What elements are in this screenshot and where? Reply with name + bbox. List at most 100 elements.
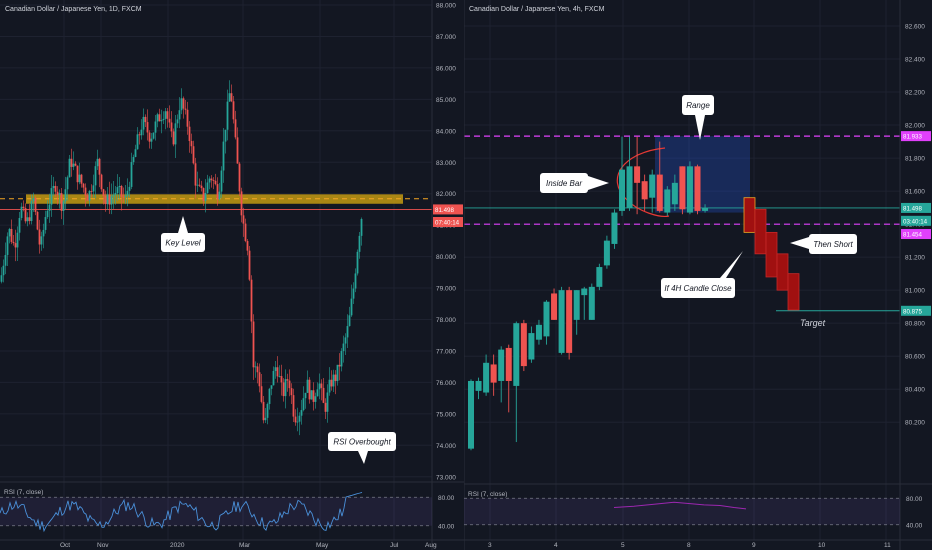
daily-candle-body <box>352 288 355 299</box>
daily-price-badge <box>433 217 463 228</box>
4h-price-badge <box>901 215 931 226</box>
daily-candle-body <box>34 198 37 212</box>
daily-price-axis[interactable]: 73.000 74.000 75.000 76.000 77.000 78.000 79.0… <box>0 0 464 550</box>
daily-candle-body <box>198 184 201 186</box>
daily-price-tick: 86.000 <box>436 65 456 72</box>
daily-price-tick: 76.000 <box>436 380 456 387</box>
daily-candle-body <box>222 141 225 171</box>
candle-body <box>498 349 505 381</box>
callout-tail <box>790 237 809 249</box>
daily-rsi-label: RSI (7, close) <box>4 489 43 496</box>
daily-candle-body <box>82 183 85 188</box>
daily-candle-body <box>172 131 175 145</box>
daily-candle-body <box>168 118 171 123</box>
daily-candle-body <box>6 236 9 255</box>
4h-time-axis[interactable]: 3 4 5 8 9 10 11 <box>464 539 932 549</box>
4h-price-badge-label: 81.454 <box>903 232 922 239</box>
4h-levels <box>464 135 900 312</box>
daily-candle-body <box>268 388 271 404</box>
4h-price-axis[interactable]: 80.200 80.400 80.600 80.800 81.000 81.200 81.4… <box>464 0 932 550</box>
daily-candle-body <box>230 93 233 102</box>
candle-body <box>573 290 580 320</box>
daily-price-tick: 78.000 <box>436 317 456 324</box>
daily-candle-body <box>188 126 191 142</box>
daily-candle-body <box>118 185 121 188</box>
daily-candle-body <box>154 121 157 133</box>
daily-candle-body <box>54 185 57 192</box>
daily-rsi-line <box>0 491 363 533</box>
daily-time-tick: May <box>316 542 329 549</box>
daily-candle-body <box>74 163 77 166</box>
candle-body <box>702 207 709 211</box>
daily-candle-body <box>214 180 217 185</box>
daily-candle-body <box>56 191 59 196</box>
daily-candle-body <box>10 228 13 242</box>
daily-time-tick: Aug <box>425 542 437 549</box>
daily-candle-body <box>232 101 235 120</box>
daily-candle-body <box>204 192 207 201</box>
daily-price-badge-label: 07:40:14 <box>435 220 460 227</box>
daily-candle-body <box>262 401 265 421</box>
daily-candle-body <box>256 366 259 373</box>
daily-candle-body <box>210 178 213 181</box>
4h-rsi-tick: 80.00 <box>906 496 923 503</box>
daily-candle-body <box>246 241 249 251</box>
daily-candle-body <box>114 193 117 195</box>
callout-text: Key Level <box>165 239 200 248</box>
callout-text: Then Short <box>813 240 853 249</box>
daily-candle-body <box>110 196 113 205</box>
daily-chart-panel[interactable]: 73.000 74.000 75.000 76.000 77.000 78.000 79.0… <box>0 0 464 550</box>
daily-candle-body <box>240 191 243 216</box>
4h-price-tick: 82.400 <box>905 57 925 64</box>
daily-time-axis[interactable]: Oct Nov 2020 Mar May Jul Aug <box>0 539 464 549</box>
daily-candle-body <box>94 166 97 186</box>
daily-candle-body <box>72 163 75 167</box>
daily-candle-body <box>186 109 189 127</box>
4h-price-tick: 82.200 <box>905 90 925 97</box>
candle-body <box>566 290 573 353</box>
4h-price-tick: 81.200 <box>905 255 925 262</box>
daily-candle-body <box>354 273 357 289</box>
daily-candle-body <box>196 184 199 186</box>
candle-body <box>603 240 610 266</box>
4h-time-tick: 10 <box>818 542 826 549</box>
daily-candle-body <box>342 343 345 352</box>
daily-candle-body <box>116 187 119 194</box>
4h-price-tick: 82.600 <box>905 24 925 31</box>
daily-grid <box>0 0 432 540</box>
short-projection-step <box>765 231 778 278</box>
daily-candle-body <box>290 388 293 396</box>
daily-candle-body <box>120 185 123 197</box>
candle-body <box>483 362 490 393</box>
4h-chart-panel[interactable]: 80.200 80.400 80.600 80.800 81.000 81.200 81.4… <box>464 0 932 550</box>
daily-candle-body <box>346 326 349 338</box>
daily-price-tick: 77.000 <box>436 348 456 355</box>
daily-chart-svg[interactable]: 73.000 74.000 75.000 76.000 77.000 78.000 79.0… <box>0 0 464 550</box>
daily-price-tick: 82.000 <box>436 191 456 198</box>
daily-candle-body <box>142 116 145 130</box>
candle-body <box>535 324 542 340</box>
daily-candle-body <box>156 114 159 122</box>
daily-candle-body <box>16 232 19 248</box>
daily-candle-body <box>38 229 41 245</box>
callout-box <box>809 234 857 254</box>
4h-price-tick: 80.600 <box>905 354 925 361</box>
4h-time-tick: 4 <box>554 542 558 549</box>
daily-candle-body <box>270 385 273 389</box>
daily-candle-body <box>98 158 101 175</box>
candle-body <box>596 267 603 287</box>
daily-rsi-pane: RSI (7, close) 80.00 40.00 <box>0 489 455 533</box>
daily-candle-body <box>40 236 43 245</box>
4h-annotations: Range Inside Bar Then Short If 4H Candle Cl… <box>540 95 857 328</box>
candle-body <box>686 166 693 213</box>
daily-candle-body <box>294 416 297 423</box>
daily-candle-body <box>192 146 195 164</box>
daily-candle-body <box>112 194 115 197</box>
short-projection-step <box>776 253 789 291</box>
daily-candle-body <box>278 376 281 377</box>
daily-candle-body <box>292 395 295 417</box>
daily-candle-body <box>238 163 241 192</box>
4h-chart-svg[interactable]: 80.200 80.400 80.600 80.800 81.000 81.200 81.4… <box>464 0 932 550</box>
daily-candle-body <box>322 387 325 403</box>
daily-candle-body <box>80 174 83 184</box>
